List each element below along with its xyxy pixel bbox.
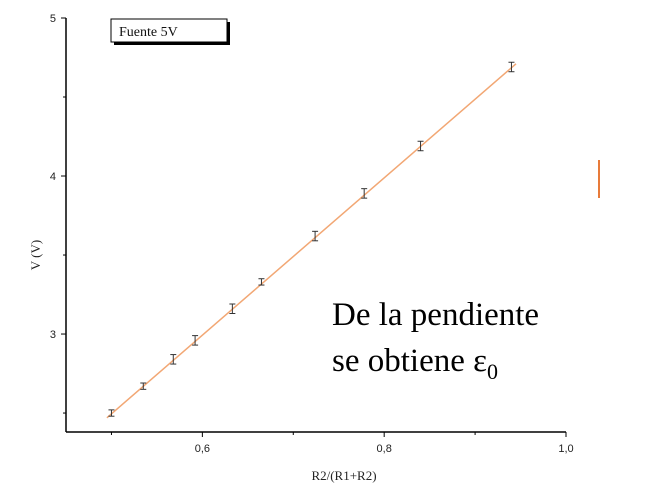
data-point xyxy=(508,61,515,73)
annotation-line-1: De la pendiente xyxy=(332,297,540,333)
ticks: 0,6 0,8 1,0 3 4 5 xyxy=(50,13,574,455)
y-tick-label: 4 xyxy=(50,171,56,183)
annotation-line-2: se obtiene ε0 xyxy=(332,338,539,384)
data-point xyxy=(417,140,424,152)
data-points xyxy=(108,61,515,417)
data-point xyxy=(361,188,368,199)
annotation-text: De la pendiente se obtiene ε0 xyxy=(332,292,539,384)
y-axis-title: V (V) xyxy=(28,240,43,270)
legend: Fuente 5V xyxy=(110,18,230,45)
fit-line-group xyxy=(106,63,517,419)
fit-line xyxy=(106,63,517,419)
x-axis-title: R2/(R1+R2) xyxy=(311,468,376,483)
data-point xyxy=(140,382,147,390)
x-tick-label: 0,8 xyxy=(377,443,392,455)
x-tick-label: 1,0 xyxy=(558,443,573,455)
data-point xyxy=(192,335,199,346)
side-mark xyxy=(598,160,600,198)
data-point xyxy=(312,230,319,242)
legend-box xyxy=(110,18,228,43)
y-tick-label: 3 xyxy=(50,329,56,341)
data-point xyxy=(229,303,236,314)
legend-label: Fuente 5V xyxy=(119,25,178,40)
data-point xyxy=(108,409,115,417)
annotation-subscript: 0 xyxy=(486,359,498,384)
data-point xyxy=(170,354,177,365)
data-point xyxy=(258,278,265,286)
annotation-line-2-prefix: se obtiene ε xyxy=(332,343,487,379)
axes xyxy=(65,18,566,433)
y-tick-label: 5 xyxy=(50,13,56,25)
x-tick-label: 0,6 xyxy=(195,443,210,455)
